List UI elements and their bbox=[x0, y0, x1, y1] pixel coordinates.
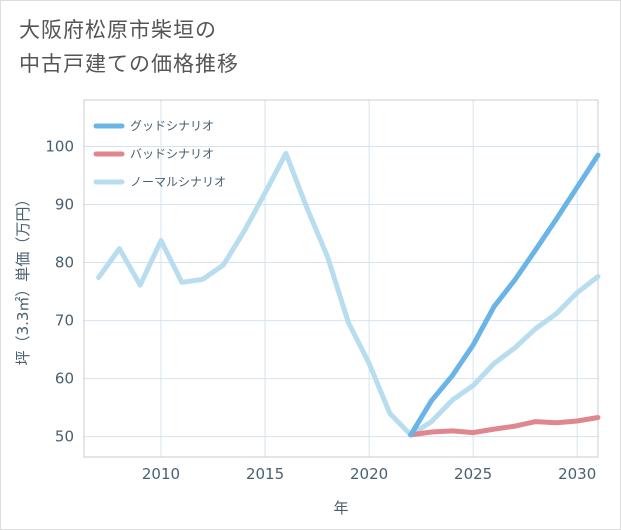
series-line-1 bbox=[408, 415, 601, 438]
series-line-2 bbox=[96, 150, 601, 438]
chart-title: 大阪府松原市柴垣の 中古戸建ての価格推移 bbox=[19, 13, 239, 81]
title-line-2: 中古戸建ての価格推移 bbox=[19, 52, 239, 76]
x-tick-label-2030: 2030 bbox=[558, 465, 596, 483]
series-layer bbox=[96, 150, 601, 438]
y-axis-label: 坪（3.3㎡）単価（万円） bbox=[14, 192, 32, 366]
y-tick-label-100: 100 bbox=[45, 137, 74, 155]
y-tick-label-60: 60 bbox=[55, 370, 74, 388]
y-tick-label-70: 70 bbox=[55, 312, 74, 330]
y-tick-label-50: 50 bbox=[55, 428, 74, 446]
x-tick-label-2010: 2010 bbox=[142, 465, 180, 483]
legend-label-0: グッドシナリオ bbox=[130, 119, 214, 133]
x-axis-label: 年 bbox=[333, 499, 348, 517]
y-tick-label-80: 80 bbox=[55, 254, 74, 272]
title-line-1: 大阪府松原市柴垣の bbox=[19, 18, 217, 42]
y-tick-label-90: 90 bbox=[55, 195, 74, 213]
x-tick-label-2015: 2015 bbox=[246, 465, 284, 483]
legend-label-1: バッドシナリオ bbox=[130, 147, 214, 161]
series-line-0 bbox=[408, 152, 601, 438]
x-tick-label-2025: 2025 bbox=[454, 465, 492, 483]
grid bbox=[84, 100, 598, 457]
tick-labels: 2010 2015 2020 2025 2030 50 60 70 80 90 100 bbox=[45, 137, 596, 483]
x-tick-label-2020: 2020 bbox=[350, 465, 388, 483]
legend-label-2: ノーマルシナリオ bbox=[130, 175, 226, 189]
